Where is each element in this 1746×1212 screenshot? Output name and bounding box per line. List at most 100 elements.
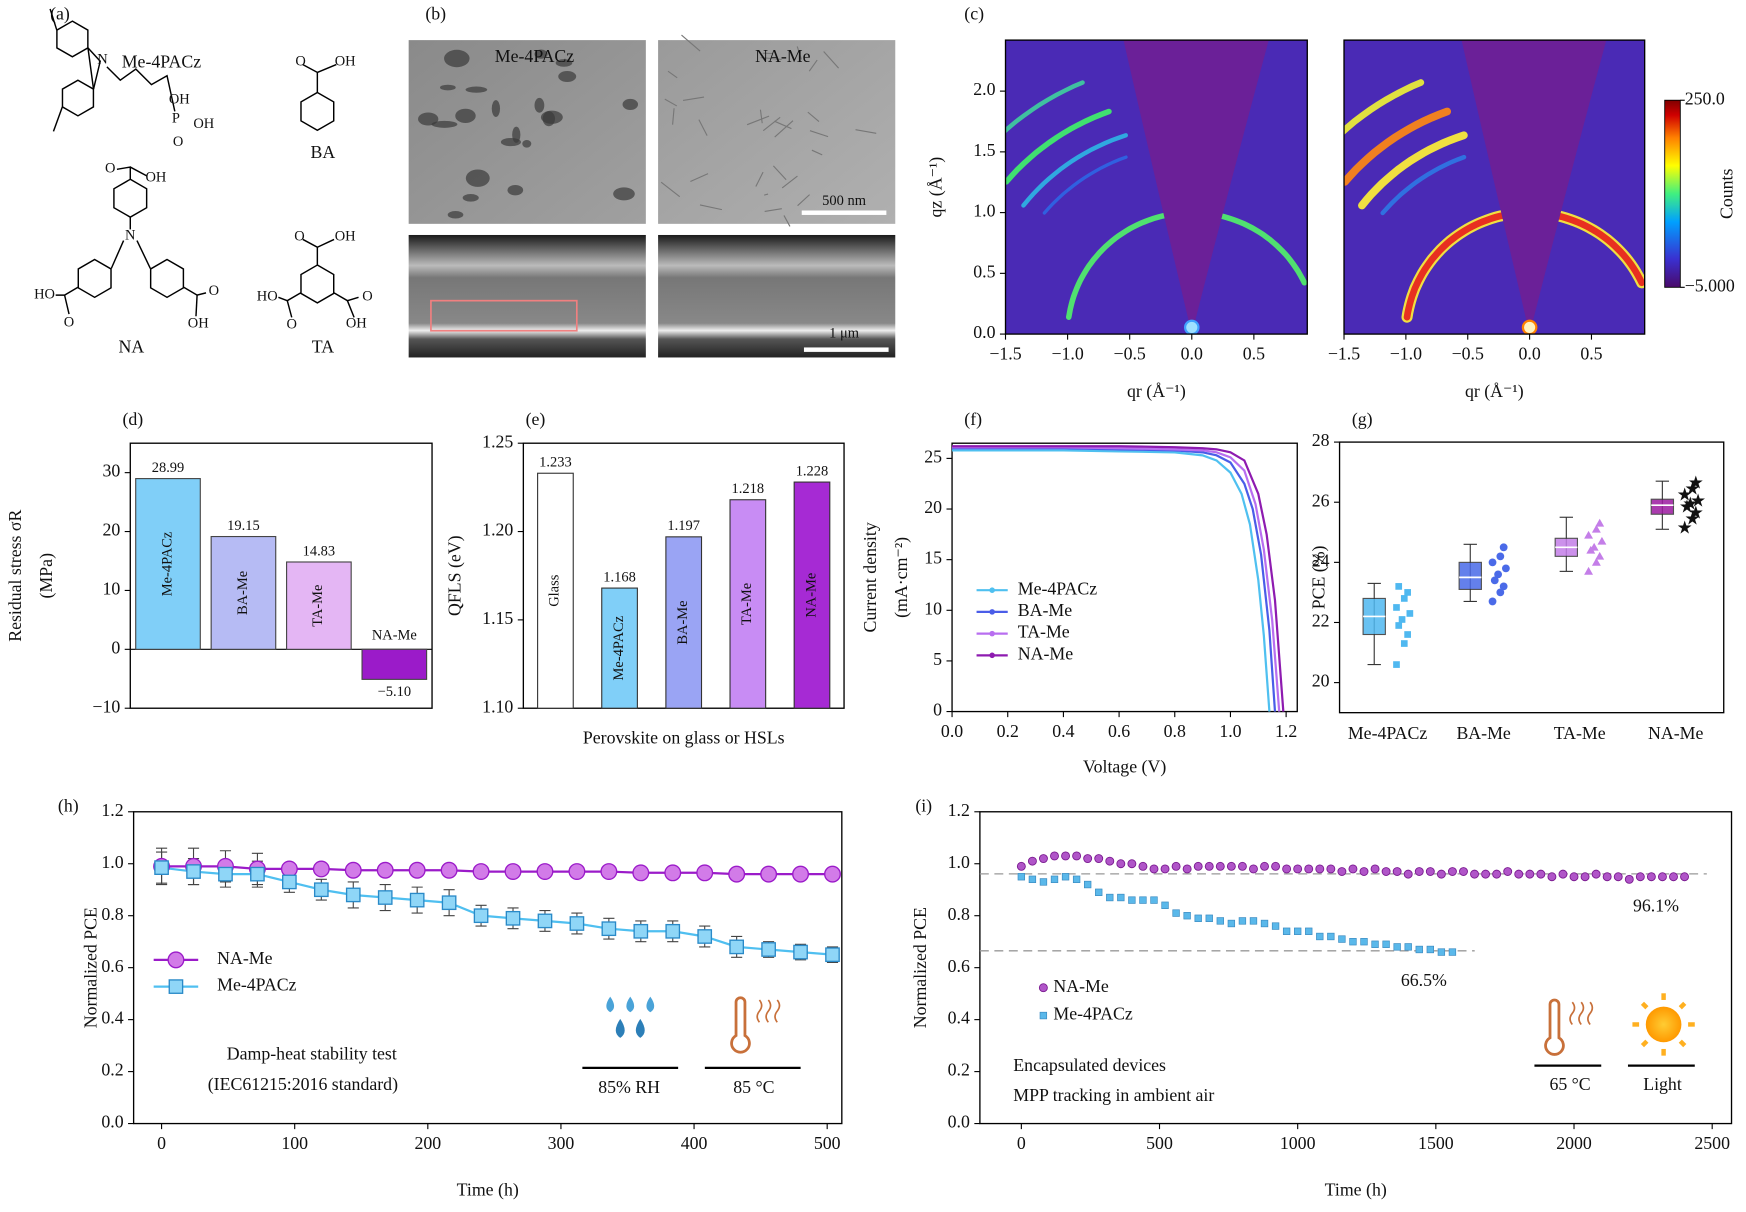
sem-texture — [690, 173, 709, 182]
annotation: MPP tracking in ambient air — [1013, 1085, 1214, 1105]
diffraction-ring — [1545, 210, 1645, 287]
beam-spot — [1521, 319, 1538, 335]
legend-marker — [1038, 983, 1048, 993]
y-tick-label: 0 — [933, 700, 942, 720]
x-tick-label: NA-Me — [1648, 723, 1703, 743]
x-tick-label: −1.0 — [1390, 343, 1422, 363]
scale-bar-label: 500 nm — [822, 193, 867, 209]
y-tick-label: 0.4 — [101, 1008, 123, 1028]
value-label: 28.99 — [152, 460, 185, 476]
data-point — [1282, 927, 1291, 935]
data-point — [1050, 851, 1059, 861]
data-point — [1016, 861, 1026, 871]
sem-image — [658, 40, 896, 224]
data-point — [569, 916, 585, 931]
bond — [87, 47, 102, 90]
data-point — [1348, 864, 1358, 874]
atom-label: OH — [188, 315, 209, 331]
data-point — [313, 882, 329, 898]
sun-icon — [1632, 993, 1695, 1056]
beam-spot — [1183, 319, 1200, 335]
x-axis-label: Time (h) — [1325, 1180, 1387, 1201]
sem-texture — [764, 208, 782, 213]
sem-title: Me-4PACz — [495, 46, 575, 66]
data-point — [1584, 530, 1594, 539]
x-tick-label: 1500 — [1418, 1133, 1454, 1153]
legend-label: NA-Me — [217, 948, 272, 968]
sem-texture — [660, 181, 681, 198]
sem-texture — [491, 100, 501, 118]
bond — [317, 238, 335, 248]
data-point — [1496, 552, 1505, 561]
y-tick-label: 0.8 — [948, 904, 970, 924]
data-point — [1591, 524, 1601, 533]
y-axis-label: (mA·cm⁻²) — [891, 537, 912, 618]
sem-texture — [555, 59, 573, 67]
data-point — [1591, 869, 1601, 879]
data-point — [1271, 861, 1281, 871]
data-point — [440, 861, 458, 879]
data-point — [1327, 932, 1335, 941]
diffraction-ring — [1358, 131, 1468, 210]
data-point — [1359, 867, 1369, 876]
data-point — [1160, 864, 1170, 874]
x-tick-label: 0.6 — [1108, 721, 1130, 741]
x-tick-label: 200 — [414, 1133, 441, 1153]
data-point — [1514, 869, 1524, 879]
data-point — [824, 865, 841, 883]
value-label: 1.233 — [539, 455, 572, 471]
sem-texture — [672, 108, 675, 125]
x-tick-label: 300 — [548, 1133, 575, 1153]
y-tick-label: 1.25 — [482, 431, 513, 451]
data-point — [1216, 917, 1224, 925]
x-tick-label: 0.4 — [1052, 721, 1074, 741]
data-point — [1072, 875, 1081, 884]
data-point — [312, 860, 330, 878]
sem-texture — [682, 96, 705, 101]
atom-label: HO — [34, 286, 55, 302]
sem-texture — [855, 129, 877, 134]
x-tick-label: 1000 — [1280, 1133, 1316, 1153]
y-tick-label: 22 — [1312, 611, 1330, 631]
y-axis-label: QFLS (eV) — [445, 535, 466, 616]
diffraction-ring — [1208, 211, 1308, 286]
data-point — [1193, 861, 1203, 871]
data-point — [1106, 893, 1114, 902]
sem-texture — [762, 116, 781, 132]
y-tick-label: 0.6 — [948, 956, 970, 976]
atom-label: P — [172, 110, 180, 126]
x-axis-label: qr (Å⁻¹) — [1465, 381, 1524, 402]
data-point — [1414, 867, 1424, 876]
data-point — [1404, 589, 1411, 596]
x-tick-label: −1.0 — [1051, 343, 1083, 363]
data-point — [1584, 566, 1594, 575]
value-label: 1.218 — [732, 481, 765, 497]
x-tick-label: 0 — [157, 1133, 166, 1153]
box — [1458, 561, 1482, 590]
diffraction-ring — [1042, 155, 1128, 215]
data-point — [1227, 919, 1236, 928]
atom-label: OH — [145, 170, 166, 186]
bond — [183, 286, 207, 296]
data-point — [536, 863, 554, 881]
data-point — [696, 864, 714, 882]
legend-label: TA-Me — [1018, 622, 1070, 642]
value-label: 14.83 — [303, 543, 336, 559]
atom-label: O — [287, 316, 297, 332]
annotation: Light — [1643, 1074, 1682, 1094]
data-point — [1017, 873, 1026, 881]
data-point — [1426, 945, 1434, 954]
data-point — [186, 864, 201, 879]
data-point — [1503, 867, 1513, 876]
data-point — [1094, 854, 1104, 864]
bond — [302, 238, 319, 266]
sem-texture — [507, 185, 524, 196]
data-point — [1238, 917, 1247, 925]
sem-texture — [774, 120, 792, 130]
data-point: ★ — [1684, 508, 1700, 528]
data-point — [1597, 536, 1607, 545]
sem-texture — [772, 165, 787, 181]
data-point — [1404, 631, 1411, 638]
data-point: ★ — [1677, 517, 1693, 537]
data-point — [1580, 872, 1590, 882]
